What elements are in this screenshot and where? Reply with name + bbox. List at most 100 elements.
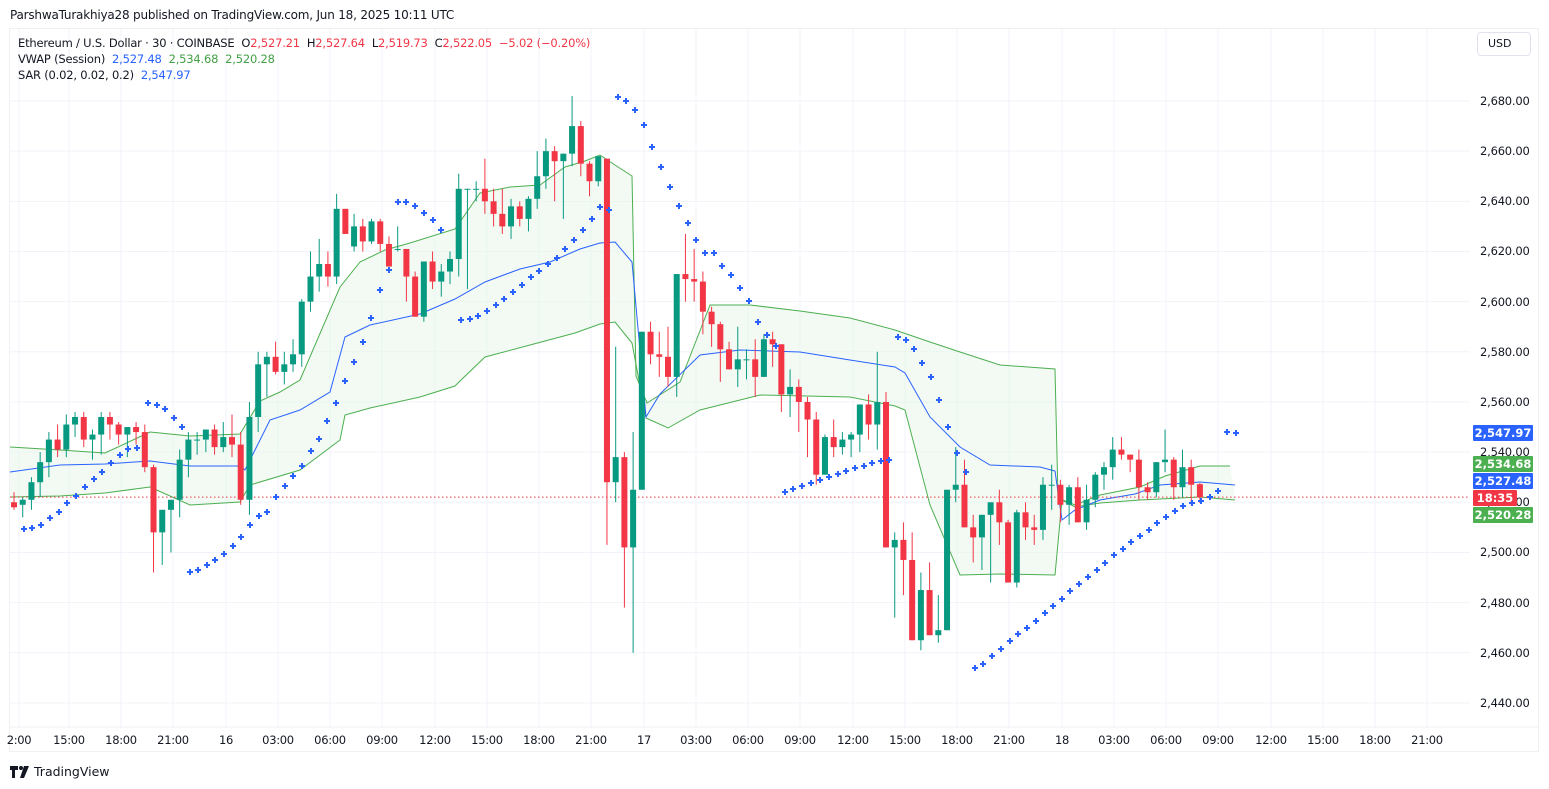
- candle-body: [464, 188, 471, 190]
- sar-dot-icon: [1172, 508, 1178, 514]
- candle-body: [682, 274, 689, 280]
- time-tick-label: 15:00: [889, 733, 921, 747]
- vwap-upper-price-tag: 2,534.68: [1473, 456, 1533, 472]
- candle-body: [778, 344, 785, 395]
- sar-dot-icon: [746, 298, 752, 304]
- candle-body: [970, 527, 977, 538]
- candle-body: [848, 434, 855, 440]
- sar-dot-icon: [817, 477, 823, 483]
- candle-body: [673, 274, 680, 377]
- price-tick-label: 2,580.00: [1480, 344, 1530, 359]
- legend-ohlc-row[interactable]: Ethereum / U.S. Dollar · 30 · COINBASE O…: [18, 35, 590, 51]
- candle-body: [106, 417, 113, 425]
- candle-body: [1196, 484, 1203, 498]
- currency-button[interactable]: USD: [1477, 32, 1531, 56]
- candle-body: [787, 386, 794, 395]
- sar-dot-icon: [510, 289, 516, 295]
- vwap-upper-value: 2,534.68: [168, 52, 219, 66]
- candle-body: [307, 276, 314, 302]
- candle-body: [874, 401, 881, 425]
- price-tick-label: 2,640.00: [1480, 194, 1530, 209]
- sar-dot-icon: [256, 513, 262, 519]
- sar-dot-icon: [719, 263, 725, 269]
- brand-label: TradingView: [34, 764, 110, 779]
- sar-dot-icon: [162, 406, 168, 412]
- sar-dot-icon: [212, 557, 218, 563]
- sar-dot-icon: [56, 509, 62, 515]
- price-tick-label: 2,560.00: [1480, 394, 1530, 409]
- sar-dot-icon: [878, 458, 884, 464]
- change-value: −5.02 (−0.20%): [498, 36, 591, 50]
- candle-body: [935, 630, 942, 636]
- sar-dot-icon: [945, 424, 951, 430]
- sar-dot-icon: [82, 484, 88, 490]
- time-tick-label: 06:00: [314, 733, 346, 747]
- candle-body: [551, 151, 558, 162]
- sar-dot-icon: [403, 199, 409, 205]
- sar-dot-icon: [421, 210, 427, 216]
- low-value: 2,519.73: [378, 36, 428, 50]
- sar-dot-icon: [299, 463, 305, 469]
- sar-dot-icon: [711, 250, 717, 256]
- candle-body: [804, 401, 811, 420]
- candle-body: [1013, 512, 1020, 583]
- sar-dot-icon: [1007, 638, 1013, 644]
- candle-body: [926, 590, 933, 636]
- vwap-upper-band-line: [9, 154, 1230, 506]
- sar-dot-icon: [1042, 610, 1048, 616]
- vwap-label: VWAP (Session): [18, 52, 106, 66]
- candle-body: [1109, 449, 1116, 468]
- legend-vwap-row[interactable]: VWAP (Session) 2,527.48 2,534.68 2,520.2…: [18, 51, 590, 67]
- candle-body: [377, 221, 384, 244]
- sar-dot-icon: [615, 94, 621, 100]
- open-label: O: [241, 36, 251, 50]
- sar-dot-icon: [467, 316, 473, 322]
- countdown-tag: 18:35: [1473, 490, 1517, 506]
- sar-dot-icon: [308, 448, 314, 454]
- candle-body: [351, 226, 358, 247]
- sar-dot-icon: [1180, 503, 1186, 509]
- sar-dot-icon: [1059, 596, 1065, 602]
- time-tick-label: 15:00: [53, 733, 85, 747]
- candle-body: [45, 439, 52, 463]
- legend-sar-row[interactable]: SAR (0.02, 0.02, 0.2) 2,547.97: [18, 67, 590, 83]
- candle-body: [516, 206, 523, 219]
- candle-body: [1179, 467, 1186, 488]
- candle-body: [1153, 462, 1160, 493]
- candle-body: [917, 590, 924, 641]
- time-tick-label: 21:00: [575, 733, 607, 747]
- candle-body: [1101, 467, 1107, 475]
- candle-body: [900, 539, 907, 560]
- time-tick-label: 18:00: [941, 733, 973, 747]
- candle-body: [159, 509, 166, 533]
- time-tick-label: 09:00: [784, 733, 816, 747]
- sar-dot-icon: [342, 378, 348, 384]
- sar-dot-icon: [247, 522, 253, 528]
- footer-brand[interactable]: TradingView: [10, 764, 110, 779]
- candle-body: [150, 467, 157, 533]
- sar-dot-icon: [493, 302, 499, 308]
- candle-body: [19, 499, 26, 505]
- sar-dot-icon: [91, 476, 97, 482]
- chart-legend: Ethereum / U.S. Dollar · 30 · COINBASE O…: [18, 35, 590, 83]
- time-tick-label: 06:00: [732, 733, 764, 747]
- vwap-band-fill: [10, 155, 1235, 575]
- sar-dot-icon: [728, 272, 734, 278]
- sar-dot-icon: [395, 199, 401, 205]
- candle-body: [473, 188, 480, 190]
- price-tick-label: 2,540.00: [1480, 445, 1530, 460]
- sar-dot-icon: [438, 227, 444, 233]
- sar-dot-icon: [145, 400, 151, 406]
- sar-dot-icon: [238, 534, 244, 540]
- candle-body: [821, 437, 828, 475]
- tradingview-logo-icon: [10, 765, 29, 778]
- candle-body: [28, 482, 35, 500]
- candle-body: [647, 331, 654, 355]
- candle-body: [447, 259, 453, 272]
- candle-body: [490, 201, 497, 214]
- sar-dot-icon: [998, 646, 1004, 652]
- sar-dot-icon: [597, 204, 603, 210]
- time-tick-label: 09:00: [1202, 733, 1234, 747]
- candle-body: [1144, 487, 1151, 493]
